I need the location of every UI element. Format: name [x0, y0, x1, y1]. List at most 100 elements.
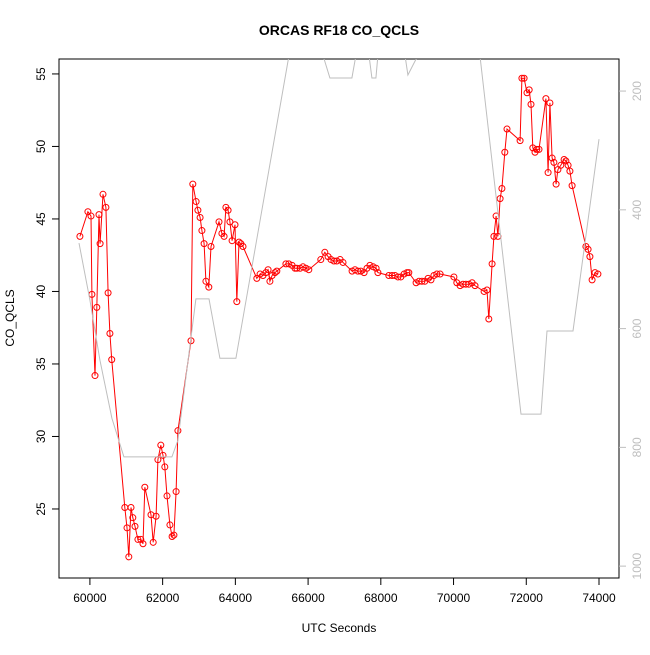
data-point	[235, 238, 243, 246]
data-point	[496, 195, 504, 203]
data-point	[99, 190, 107, 198]
data-point	[566, 167, 574, 175]
data-point	[266, 277, 274, 285]
data-point	[546, 99, 554, 107]
data-point	[127, 504, 135, 512]
data-point	[137, 535, 145, 543]
data-point	[125, 553, 133, 561]
data-point	[273, 267, 281, 275]
data-point	[490, 232, 498, 240]
data-point	[224, 206, 232, 214]
data-point	[131, 522, 139, 530]
data-point	[198, 227, 206, 235]
data-point	[163, 492, 171, 500]
y-tick-label: 30	[34, 429, 48, 443]
data-point	[339, 258, 347, 266]
y-tick-label: 35	[34, 357, 48, 371]
data-point	[418, 277, 426, 285]
x-tick-label: 72000	[510, 591, 544, 605]
data-point	[149, 538, 157, 546]
data-point	[586, 253, 594, 261]
data-point	[485, 315, 493, 323]
plot-area	[76, 59, 602, 561]
data-point	[568, 182, 576, 190]
data-point	[253, 274, 261, 282]
data-point	[152, 512, 160, 520]
data-point	[220, 232, 228, 240]
data-point	[141, 483, 149, 491]
x-tick-label: 66000	[291, 591, 325, 605]
data-point	[433, 270, 441, 278]
y2-tick-label: 1000	[630, 552, 644, 579]
data-point	[161, 463, 169, 471]
x-tick-label: 70000	[437, 591, 471, 605]
data-point	[560, 155, 568, 163]
data-point	[588, 276, 596, 284]
data-point	[239, 243, 247, 251]
data-point	[552, 180, 560, 188]
data-point	[226, 218, 234, 226]
data-point	[170, 531, 178, 539]
data-point	[518, 74, 526, 82]
data-point	[498, 184, 506, 192]
data-point	[157, 441, 165, 449]
data-point	[366, 261, 374, 269]
y-tick-label: 50	[34, 139, 48, 153]
data-point	[501, 148, 509, 156]
data-point	[91, 372, 99, 380]
data-point	[168, 533, 176, 541]
y2-tick-label: 200	[630, 81, 644, 101]
data-point	[321, 248, 329, 256]
data-point	[207, 243, 215, 251]
y2-tick-label: 400	[630, 199, 644, 219]
data-point	[372, 264, 380, 272]
data-point	[471, 282, 479, 290]
data-point	[264, 266, 272, 274]
x-axis-title: UTC Seconds	[302, 621, 377, 635]
data-point	[95, 211, 103, 219]
data-point	[147, 511, 155, 519]
data-point	[317, 256, 325, 264]
data-point	[215, 218, 223, 226]
y2-tick-label: 600	[630, 318, 644, 338]
data-point	[503, 125, 511, 133]
chart-title: ORCAS RF18 CO_QCLS	[259, 22, 419, 38]
data-point	[108, 356, 116, 364]
data-point	[134, 535, 142, 543]
data-point	[159, 451, 167, 459]
x-tick-label: 62000	[146, 591, 180, 605]
data-point	[102, 203, 110, 211]
data-point	[271, 269, 279, 277]
data-point	[535, 145, 543, 153]
data-point	[166, 521, 174, 529]
data-point	[492, 212, 500, 220]
data-point	[520, 74, 528, 82]
data-point	[106, 330, 114, 338]
data-point	[76, 232, 84, 240]
data-point	[233, 298, 241, 306]
data-point	[516, 137, 524, 145]
data-point	[87, 212, 95, 220]
data-point	[129, 514, 137, 522]
data-point	[557, 161, 565, 169]
data-point	[594, 270, 602, 278]
data-point	[483, 286, 491, 294]
x-tick-label: 64000	[219, 591, 253, 605]
plot-frame	[58, 58, 620, 579]
series-line	[78, 59, 600, 458]
data-point	[172, 488, 180, 496]
data-point	[436, 270, 444, 278]
data-point	[189, 180, 197, 188]
data-point	[562, 157, 570, 165]
data-point	[450, 273, 458, 281]
data-point	[542, 95, 550, 103]
data-point	[139, 540, 147, 548]
data-point	[405, 269, 413, 277]
data-point	[548, 154, 556, 162]
data-point	[194, 206, 202, 214]
data-point	[196, 213, 204, 221]
data-point	[527, 100, 535, 108]
